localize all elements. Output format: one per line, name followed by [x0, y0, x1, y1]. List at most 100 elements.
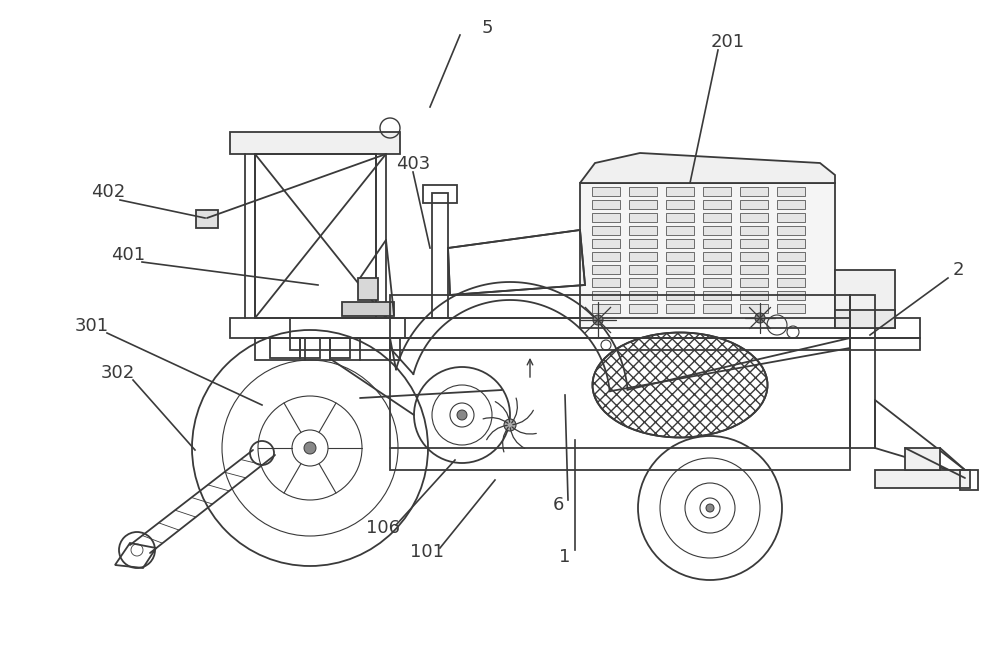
Bar [666, 213, 694, 222]
Text: 2: 2 [952, 261, 964, 279]
Bar [905, 448, 940, 470]
Bar [740, 213, 768, 222]
Circle shape [457, 410, 467, 420]
Bar [592, 213, 620, 222]
Bar [629, 278, 657, 287]
Bar [777, 291, 805, 300]
Bar [300, 338, 320, 358]
Bar [629, 239, 657, 248]
Bar [290, 338, 920, 350]
Bar [592, 200, 620, 209]
Text: 1: 1 [559, 548, 571, 566]
Bar [592, 304, 620, 313]
Bar [592, 252, 620, 261]
Bar [777, 213, 805, 222]
Bar [666, 291, 694, 300]
Bar [592, 239, 620, 248]
Bar [777, 304, 805, 313]
Bar [290, 318, 920, 338]
Bar [850, 295, 875, 448]
Text: 5: 5 [481, 19, 493, 37]
Text: 106: 106 [366, 519, 400, 537]
Bar [740, 252, 768, 261]
Bar [703, 226, 731, 235]
Bar [390, 295, 850, 470]
Bar [777, 187, 805, 196]
Bar [777, 278, 805, 287]
Bar [740, 226, 768, 235]
Bar [230, 318, 405, 338]
Bar [740, 200, 768, 209]
Text: 401: 401 [111, 246, 145, 264]
Text: 402: 402 [91, 183, 125, 201]
Bar [629, 304, 657, 313]
Bar [777, 226, 805, 235]
Bar [592, 291, 620, 300]
Text: 403: 403 [396, 155, 430, 173]
Bar [666, 200, 694, 209]
Bar [835, 310, 895, 328]
Text: 6: 6 [552, 496, 564, 514]
Bar [255, 338, 400, 360]
Bar [703, 252, 731, 261]
Bar [666, 265, 694, 274]
Bar [740, 291, 768, 300]
Bar [270, 338, 300, 358]
Bar [703, 291, 731, 300]
Bar [875, 470, 970, 488]
Bar [740, 265, 768, 274]
Bar [629, 187, 657, 196]
Bar [432, 193, 448, 318]
Bar [629, 226, 657, 235]
Bar [777, 200, 805, 209]
Circle shape [593, 315, 603, 325]
Bar [777, 252, 805, 261]
Bar [740, 304, 768, 313]
Polygon shape [580, 153, 835, 183]
Bar [342, 302, 394, 316]
Bar [666, 239, 694, 248]
Bar [740, 187, 768, 196]
Bar [703, 213, 731, 222]
Bar [666, 252, 694, 261]
Bar [960, 470, 978, 490]
Bar [423, 185, 457, 203]
Bar [629, 213, 657, 222]
Bar [196, 210, 218, 228]
Bar [592, 278, 620, 287]
Bar [835, 270, 895, 328]
Bar [740, 278, 768, 287]
Bar [629, 265, 657, 274]
Text: 101: 101 [410, 543, 444, 561]
Bar [703, 304, 731, 313]
Bar [580, 183, 835, 328]
Bar [666, 226, 694, 235]
Bar [666, 278, 694, 287]
Bar [255, 154, 376, 318]
Bar [666, 187, 694, 196]
Text: 201: 201 [711, 33, 745, 51]
Bar [592, 226, 620, 235]
Bar [358, 278, 378, 300]
Bar [629, 200, 657, 209]
Bar [740, 239, 768, 248]
Text: 301: 301 [75, 317, 109, 335]
Bar [230, 132, 400, 154]
Circle shape [755, 313, 765, 323]
Circle shape [304, 442, 316, 454]
Circle shape [706, 504, 714, 512]
Bar [592, 187, 620, 196]
Bar [629, 291, 657, 300]
Bar [703, 200, 731, 209]
Text: 302: 302 [101, 364, 135, 382]
Bar [666, 304, 694, 313]
Bar [330, 338, 350, 358]
Bar [777, 239, 805, 248]
Circle shape [504, 419, 516, 431]
Bar [703, 187, 731, 196]
Bar [703, 278, 731, 287]
Bar [703, 265, 731, 274]
Bar [703, 239, 731, 248]
Bar [592, 265, 620, 274]
Bar [777, 265, 805, 274]
